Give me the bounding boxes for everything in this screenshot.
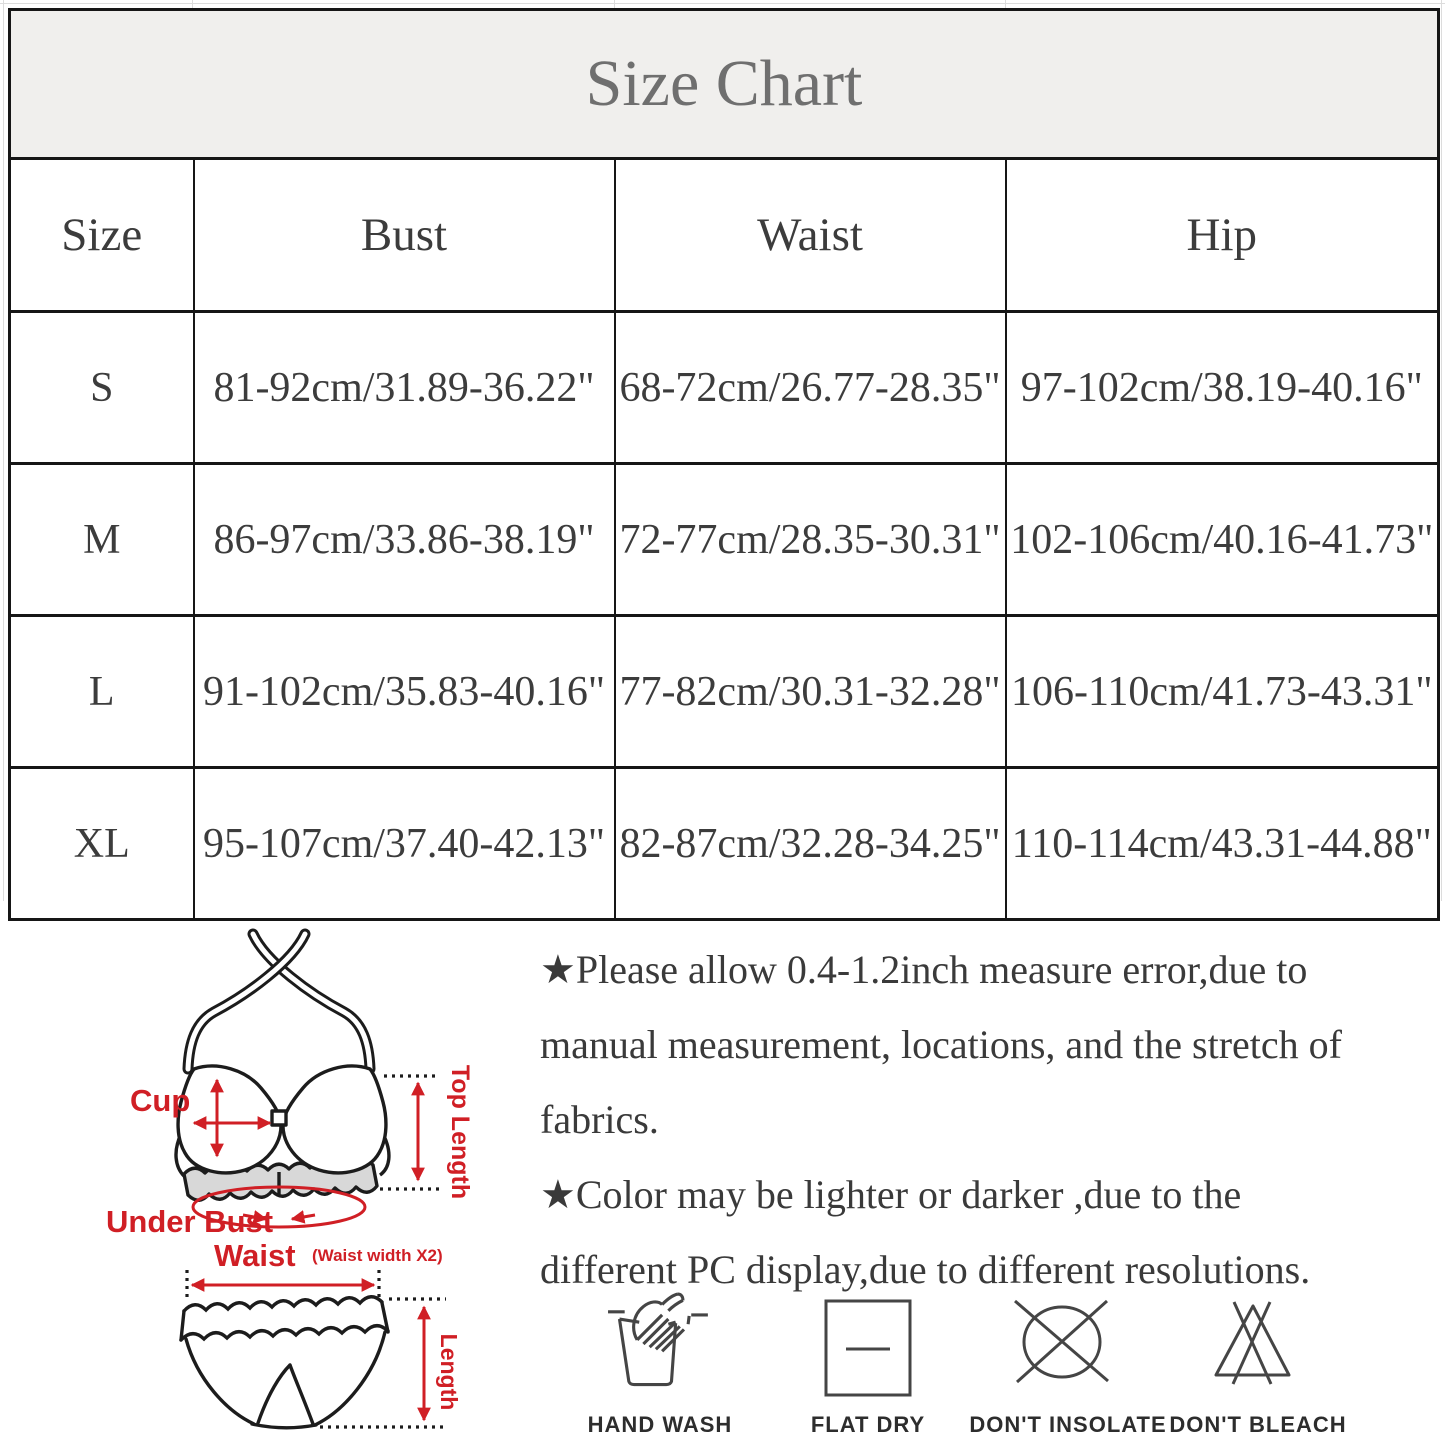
under-bust-label: Under Bust [106,1204,273,1239]
care-label-dont-insolate: DON'T INSOLATE [969,1412,1167,1437]
under-bust-arrow-right [290,1210,316,1224]
measurement-diagram: Cup Top Length Under Bust Waist (Waist w… [106,928,474,1430]
waistband-top-ruffle [182,1295,384,1313]
dont-bleach-icon [1203,1290,1313,1393]
page-title: Size Chart [8,8,1440,160]
waist-label: Waist [214,1238,296,1273]
flat-dry-icon [822,1298,914,1398]
brief-left-edge [184,1337,256,1426]
table-cell: 68-72cm/26.77-28.35" [613,310,1007,465]
cup-bridge [270,1109,288,1127]
table-cell: 81-92cm/31.89-36.22" [192,310,616,465]
table-cell: S [8,310,195,465]
column-header-waist: Waist [613,157,1007,313]
table-cell: 86-97cm/33.86-38.19" [192,462,616,617]
brief-crotch [250,1422,318,1430]
gridline [614,0,615,8]
size-chart-table: Size Chart Size Bust Waist Hip S 81-92cm… [8,8,1441,921]
table-cell: L [8,614,195,769]
right-cup [281,1064,388,1175]
measurement-arrows [190,1078,431,1422]
table-row: XL 95-107cm/37.40-42.13" 82-87cm/32.28-3… [8,766,1440,921]
table-cell: M [8,462,195,617]
table-cell: 72-77cm/28.35-30.31" [613,462,1007,617]
note-line: fabrics. [540,1097,659,1142]
waist-note-label: (Waist width X2) [312,1246,443,1265]
table-cell: 82-87cm/32.28-34.25" [613,766,1007,921]
bikini-top-outline [174,1064,391,1202]
brief-leg-curves [256,1363,315,1426]
column-header-bust: Bust [192,157,616,313]
table-title-row: Size Chart [8,8,1440,160]
table-row: M 86-97cm/33.86-38.19" 72-77cm/28.35-30.… [8,462,1440,617]
table-cell: XL [8,766,195,921]
care-label-flat-dry: FLAT DRY [810,1412,926,1437]
table-row: L 91-102cm/35.83-40.16" 77-82cm/30.31-32… [8,614,1440,769]
table-cell: 97-102cm/38.19-40.16" [1004,310,1440,465]
top-length-label: Top Length [446,1065,474,1199]
bikini-straps [182,928,376,1075]
note-line: manual measurement, locations, and the s… [540,1022,1342,1067]
brief-right-edge [313,1330,387,1427]
dotted-guides [185,1074,446,1429]
waistband-bottom-ruffle [179,1324,390,1342]
note-line: ★Color may be lighter or darker ,due to … [540,1172,1242,1217]
under-bust-arrow-left [242,1210,268,1224]
hand-wash-icon [600,1292,718,1396]
length-label: Length [436,1334,462,1411]
table-header-row: Size Bust Waist Hip [8,157,1440,313]
gridline [192,0,193,8]
table-cell: 77-82cm/30.31-32.28" [613,614,1007,769]
under-bust-ellipse [191,1185,367,1229]
bikini-bottom-outline [179,1295,390,1430]
table-row: S 81-92cm/31.89-36.22" 68-72cm/26.77-28.… [8,310,1440,465]
care-label-hand-wash: HAND WASH [587,1412,733,1437]
table-cell: 102-106cm/40.16-41.73" [1004,462,1440,617]
gridline [1441,0,1442,901]
table-cell: 106-110cm/41.73-43.31" [1004,614,1440,769]
measurement-labels: Cup Top Length Under Bust Waist (Waist w… [106,1065,474,1410]
cup-label: Cup [130,1083,190,1118]
measurement-notes: ★Please allow 0.4-1.2inch measure error,… [540,932,1445,1307]
gridline [0,3,1445,4]
table-cell: 95-107cm/37.40-42.13" [192,766,616,921]
table-cell: 91-102cm/35.83-40.16" [192,614,616,769]
gridline [3,0,4,901]
gridline [1005,0,1006,8]
care-label-dont-bleach: DON'T BLEACH [1169,1412,1347,1437]
waistband-sides [179,1301,390,1342]
note-line: different PC display,due to different re… [540,1247,1311,1292]
column-header-size: Size [8,157,195,313]
note-line: ★Please allow 0.4-1.2inch measure error,… [540,947,1308,992]
column-header-hip: Hip [1004,157,1440,313]
dont-insolate-icon [1005,1290,1130,1393]
table-cell: 110-114cm/43.31-44.88" [1004,766,1440,921]
left-cup [176,1064,283,1175]
